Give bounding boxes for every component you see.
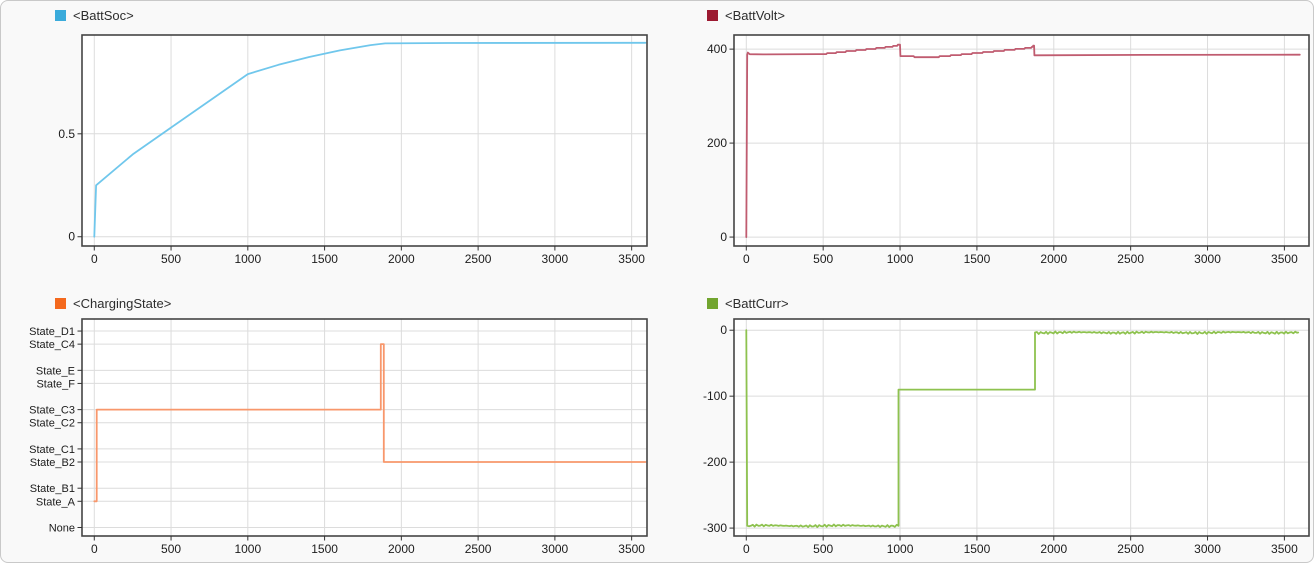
x-tick-label: 2000 [388, 252, 415, 266]
legend-swatch-battcurr-icon [707, 298, 718, 309]
x-tick-label: 1500 [311, 252, 338, 266]
legend-label-battvolt: <BattVolt> [725, 8, 785, 23]
x-tick-label: 2000 [1040, 252, 1067, 266]
battsoc-plot-area[interactable] [82, 35, 647, 246]
x-tick-label: 500 [161, 252, 181, 266]
battsoc-subplot: 0 500 1000 1500 2000 2500 3000 3500 0 0.5 [58, 34, 648, 266]
battcurr-subplot: 0 500 1000 1500 2000 2500 3000 3500 0 -100 -200 -30… [703, 318, 1310, 556]
y-tick-label: 0 [720, 230, 727, 244]
battcurr-axes-border [733, 318, 1310, 537]
battvolt-subplot: 0 500 1000 1500 2000 2500 3000 3500 0 200 400 [707, 34, 1310, 266]
battcurr-plot-area[interactable] [734, 319, 1309, 536]
chargingstate-subplot: 0 500 1000 1500 2000 2500 3000 3500State_D1Stat… [29, 318, 648, 556]
x-tick-label: 500 [813, 252, 833, 266]
x-tick-label: 500 [813, 542, 833, 556]
x-tick-label: 500 [161, 542, 181, 556]
x-tick-label: 3000 [1194, 252, 1221, 266]
x-tick-label: 2500 [1117, 252, 1144, 266]
y-tick-label: State_C3 [29, 405, 75, 417]
battcurr-line [745, 329, 1300, 528]
x-tick-label: 2500 [465, 542, 492, 556]
x-tick-label: 1000 [234, 252, 261, 266]
legend-label-chargingstate: <ChargingState> [73, 296, 172, 311]
x-tick-label: 2500 [1117, 542, 1144, 556]
y-tick-label: State_F [36, 378, 75, 390]
y-tick-label: State_C2 [29, 418, 75, 430]
x-tick-label: 3500 [618, 542, 645, 556]
y-tick-label: 400 [707, 42, 727, 56]
x-tick-label: 3000 [542, 542, 569, 556]
legend-battsoc[interactable]: <BattSoc> [55, 8, 134, 23]
legend-label-battcurr: <BattCurr> [725, 296, 789, 311]
x-tick-label: 1500 [311, 542, 338, 556]
chargingstate-axes-border [81, 318, 648, 537]
y-tick-label: 0.5 [58, 127, 75, 141]
x-tick-label: 1000 [887, 252, 914, 266]
legend-battvolt[interactable]: <BattVolt> [707, 8, 785, 23]
y-tick-label: -100 [703, 389, 727, 403]
battsoc-line [93, 41, 647, 238]
x-tick-label: 1000 [234, 542, 261, 556]
legend-battcurr[interactable]: <BattCurr> [707, 296, 789, 311]
legend-label-battsoc: <BattSoc> [73, 8, 134, 23]
chargingstate-line [93, 343, 647, 503]
y-tick-label: 200 [707, 136, 727, 150]
battvolt-plot-area[interactable] [734, 35, 1309, 246]
y-tick-label: 0 [68, 230, 75, 244]
battvolt-axes-border [733, 34, 1310, 247]
x-tick-label: 1000 [887, 542, 914, 556]
y-tick-label: State_B2 [30, 457, 75, 469]
y-tick-label: 0 [720, 323, 727, 337]
x-tick-label: 1500 [964, 542, 991, 556]
x-tick-label: 1500 [964, 252, 991, 266]
legend-swatch-battvolt-icon [707, 10, 718, 21]
chargingstate-plot-area[interactable] [82, 319, 647, 536]
x-tick-label: 3000 [1194, 542, 1221, 556]
legend-swatch-battsoc-icon [55, 10, 66, 21]
y-tick-label: State_A [36, 496, 76, 508]
y-tick-label: State_C4 [29, 339, 75, 351]
y-tick-label: State_B1 [30, 483, 75, 495]
x-tick-label: 0 [91, 542, 98, 556]
x-tick-label: 3000 [542, 252, 569, 266]
x-tick-label: 0 [743, 252, 750, 266]
y-tick-label: State_E [36, 365, 75, 377]
legend-swatch-chargingstate-icon [55, 298, 66, 309]
x-tick-label: 3500 [1271, 252, 1298, 266]
y-tick-label: None [49, 522, 75, 534]
battvolt-line [745, 43, 1301, 239]
legend-chargingstate[interactable]: <ChargingState> [55, 296, 172, 311]
x-tick-label: 0 [91, 252, 98, 266]
y-tick-label: -300 [703, 521, 727, 535]
x-tick-label: 0 [743, 542, 750, 556]
y-tick-label: State_C1 [29, 444, 75, 456]
x-tick-label: 2000 [388, 542, 415, 556]
x-tick-label: 3500 [618, 252, 645, 266]
battsoc-axes-border [81, 34, 648, 247]
y-tick-label: State_D1 [29, 326, 75, 338]
x-tick-label: 3500 [1271, 542, 1298, 556]
y-tick-label: -200 [703, 455, 727, 469]
x-tick-label: 2000 [1040, 542, 1067, 556]
x-tick-label: 2500 [465, 252, 492, 266]
